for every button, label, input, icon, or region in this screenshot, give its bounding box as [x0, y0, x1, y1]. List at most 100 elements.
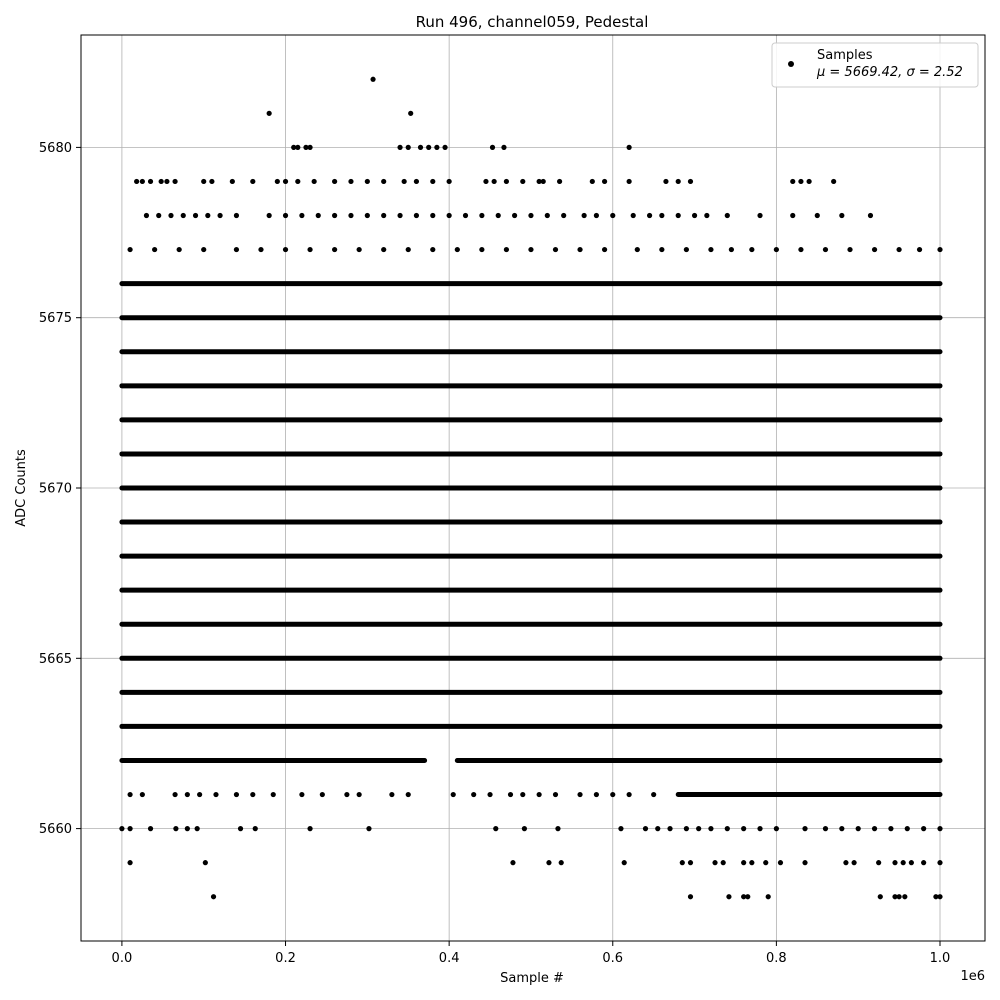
- sample-point: [201, 178, 207, 185]
- sample-point: [556, 178, 563, 185]
- sample-point: [426, 144, 432, 150]
- sample-point: [258, 246, 264, 253]
- sample-point: [888, 826, 894, 832]
- sample-point: [790, 178, 796, 185]
- sample-point: [610, 212, 616, 219]
- sample-point: [577, 791, 583, 798]
- sample-point: [233, 246, 240, 253]
- sample-point: [536, 178, 542, 185]
- sample-point: [663, 178, 669, 185]
- sample-point: [282, 246, 289, 253]
- sample-point: [683, 826, 689, 832]
- sample-point: [851, 860, 857, 866]
- legend-marker: [788, 61, 794, 67]
- sample-point: [479, 212, 485, 219]
- sample-point: [908, 860, 914, 866]
- sample-point: [877, 894, 883, 900]
- sample-point: [544, 212, 550, 219]
- sample-point: [749, 860, 755, 866]
- sample-point: [462, 212, 469, 219]
- sample-point: [217, 212, 223, 219]
- sample-point: [896, 894, 902, 900]
- sample-point: [765, 894, 771, 900]
- sample-point: [503, 178, 510, 185]
- legend-label: Samples: [817, 48, 873, 63]
- sample-point: [659, 212, 665, 219]
- sample-point: [295, 144, 301, 150]
- sample-point: [172, 178, 178, 185]
- sample-point: [937, 894, 943, 900]
- sample-point: [626, 144, 632, 150]
- sample-point: [147, 178, 154, 185]
- sample-point: [708, 246, 714, 253]
- sample-point: [381, 212, 387, 219]
- sample-point: [405, 144, 411, 150]
- y-axis-label: ADC Counts: [14, 449, 29, 527]
- sample-point: [933, 894, 939, 900]
- y-tick-label: 5660: [39, 822, 72, 837]
- sample-point: [266, 212, 272, 219]
- sample-point: [471, 791, 477, 798]
- sample-point: [483, 178, 489, 185]
- sample-point: [540, 178, 546, 185]
- sample-point: [687, 860, 694, 866]
- x-axis-ticks: 0.0 0.2 0.4 0.6 0.8 1.0: [112, 941, 951, 966]
- sample-point: [916, 246, 923, 253]
- sample-point: [763, 860, 769, 866]
- sample-point: [839, 212, 845, 219]
- sample-point: [210, 894, 217, 900]
- sample-point: [119, 826, 125, 832]
- sample-point: [843, 860, 849, 866]
- sample-point: [434, 144, 440, 150]
- sample-point: [250, 791, 256, 798]
- sample-point: [291, 144, 297, 150]
- sample-point: [921, 860, 927, 866]
- sample-point: [773, 826, 779, 832]
- sample-point: [405, 791, 411, 798]
- sample-point: [675, 178, 681, 185]
- x-tick-label: 0.2: [275, 951, 296, 966]
- sample-point: [417, 144, 424, 150]
- sample-point: [552, 791, 559, 798]
- sample-point: [430, 178, 436, 185]
- sample-point: [274, 178, 280, 185]
- sample-point: [127, 826, 133, 832]
- sample-point: [581, 212, 587, 219]
- sample-point: [430, 212, 436, 219]
- x-tick-label: 1.0: [930, 951, 951, 966]
- sample-point: [348, 178, 354, 185]
- x-tick-label: 0.0: [112, 951, 133, 966]
- sample-point: [172, 791, 178, 798]
- sample-point: [332, 246, 338, 253]
- sample-point: [501, 144, 507, 150]
- y-tick-label: 5680: [39, 141, 72, 156]
- sample-point: [356, 246, 362, 253]
- sample-point: [233, 791, 240, 798]
- sample-point: [839, 826, 845, 832]
- sample-point: [937, 860, 943, 866]
- sample-point: [577, 246, 583, 253]
- sample-point: [364, 178, 370, 185]
- sample-point: [871, 246, 878, 253]
- sample-point: [528, 212, 534, 219]
- sample-point: [127, 860, 133, 866]
- legend: Samples μ = 5669.42, σ = 2.52: [771, 42, 979, 88]
- sample-point: [413, 178, 420, 185]
- legend-box: [771, 42, 979, 88]
- sample-point: [520, 791, 526, 798]
- y-tick-label: 5670: [39, 482, 72, 497]
- sample-point: [366, 826, 372, 832]
- sample-point: [696, 826, 702, 832]
- sample-point: [197, 791, 203, 798]
- sample-point: [364, 212, 370, 219]
- sample-point: [683, 246, 689, 253]
- sample-point: [201, 246, 207, 253]
- sample-point: [454, 246, 460, 253]
- sample-point: [307, 144, 313, 150]
- sample-point: [847, 246, 853, 253]
- x-tick-label: 0.6: [602, 951, 623, 966]
- sample-point: [147, 826, 154, 832]
- sample-point: [802, 860, 808, 866]
- sample-point: [757, 826, 763, 832]
- sample-point: [282, 178, 289, 185]
